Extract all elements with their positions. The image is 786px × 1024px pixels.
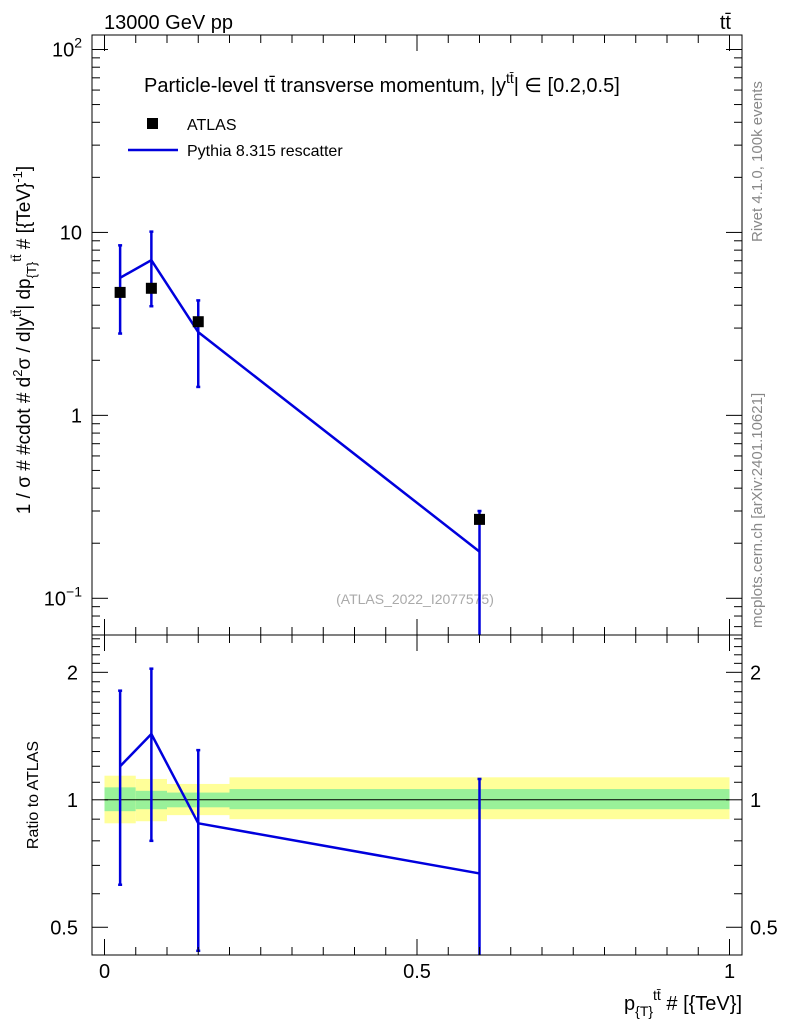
y-tick-label-10: 10	[60, 222, 82, 244]
ratio-y-tick-label-right-2: 2	[750, 662, 761, 684]
main-y-tick-labels: 102 10 1 10−1	[44, 34, 82, 610]
ratio-x-tick-labels: 0 0.5 1	[99, 961, 735, 983]
atlas-data-point-2	[192, 316, 204, 328]
ratio-y-tick-label-right-0.5: 0.5	[750, 917, 778, 939]
ratio-y-tick-label-right-1: 1	[750, 790, 761, 812]
chart-title: Particle-level tt̄ transverse momentum, …	[144, 70, 620, 97]
ratio-panel: 2 1 0.5 2 1 0.5 0 0.5 1 Ratio to ATLAS p…	[25, 634, 778, 1019]
x-tick-label-0.5: 0.5	[403, 961, 431, 983]
ratio-y-tick-labels: 2 1 0.5 2 1 0.5	[50, 662, 778, 939]
energy-label: 13000 GeV pp	[104, 12, 233, 34]
ratio-y-tick-label-1: 1	[67, 790, 78, 812]
x-tick-label-0: 0	[99, 961, 110, 983]
ratio-pythia-line	[119, 731, 480, 875]
main-mc-series	[118, 230, 482, 635]
atlas-data-point-1	[145, 282, 157, 294]
y-tick-label-100: 102	[52, 34, 82, 61]
y-tick-label-0.1: 10−1	[44, 583, 82, 610]
atlas-data-point-0	[114, 286, 126, 298]
atlas-data-point-3	[474, 513, 485, 525]
legend-atlas-label: ATLAS	[187, 117, 237, 134]
ratio-y-axis-label: Ratio to ATLAS	[25, 741, 42, 849]
x-tick-label-1: 1	[724, 961, 735, 983]
ratio-y-tick-label-0.5: 0.5	[50, 917, 78, 939]
mcplots-reference-text: mcplots.cern.ch [arXiv:2401.10621]	[749, 393, 766, 628]
main-axis-ticks	[92, 35, 742, 635]
x-axis-label: p{T}tt̄ # [{TeV}]	[624, 987, 742, 1019]
y-tick-label-1: 1	[71, 405, 82, 427]
main-data-series	[114, 282, 485, 525]
main-y-axis-label: 1 / σ # #cdot # d2σ / d|ytt̄| dp{T}tt̄ #…	[9, 166, 39, 514]
rivet-version-text: Rivet 4.1.0, 100k events	[749, 81, 766, 242]
main-panel: 102 10 1 10−1 Particle-level tt̄ transve…	[9, 34, 743, 636]
ratio-y-tick-label-2: 2	[67, 662, 78, 684]
ratio-axis-ticks	[92, 635, 742, 955]
legend-atlas-marker	[147, 118, 158, 129]
analysis-watermark: (ATLAS_2022_I2077575)	[336, 591, 494, 607]
process-label: tt̄	[720, 12, 732, 34]
ratio-mc-series	[118, 667, 482, 955]
legend-pythia-label: Pythia 8.315 rescatter	[187, 143, 343, 160]
legend: ATLAS Pythia 8.315 rescatter	[128, 117, 343, 160]
pythia-line	[119, 258, 481, 553]
